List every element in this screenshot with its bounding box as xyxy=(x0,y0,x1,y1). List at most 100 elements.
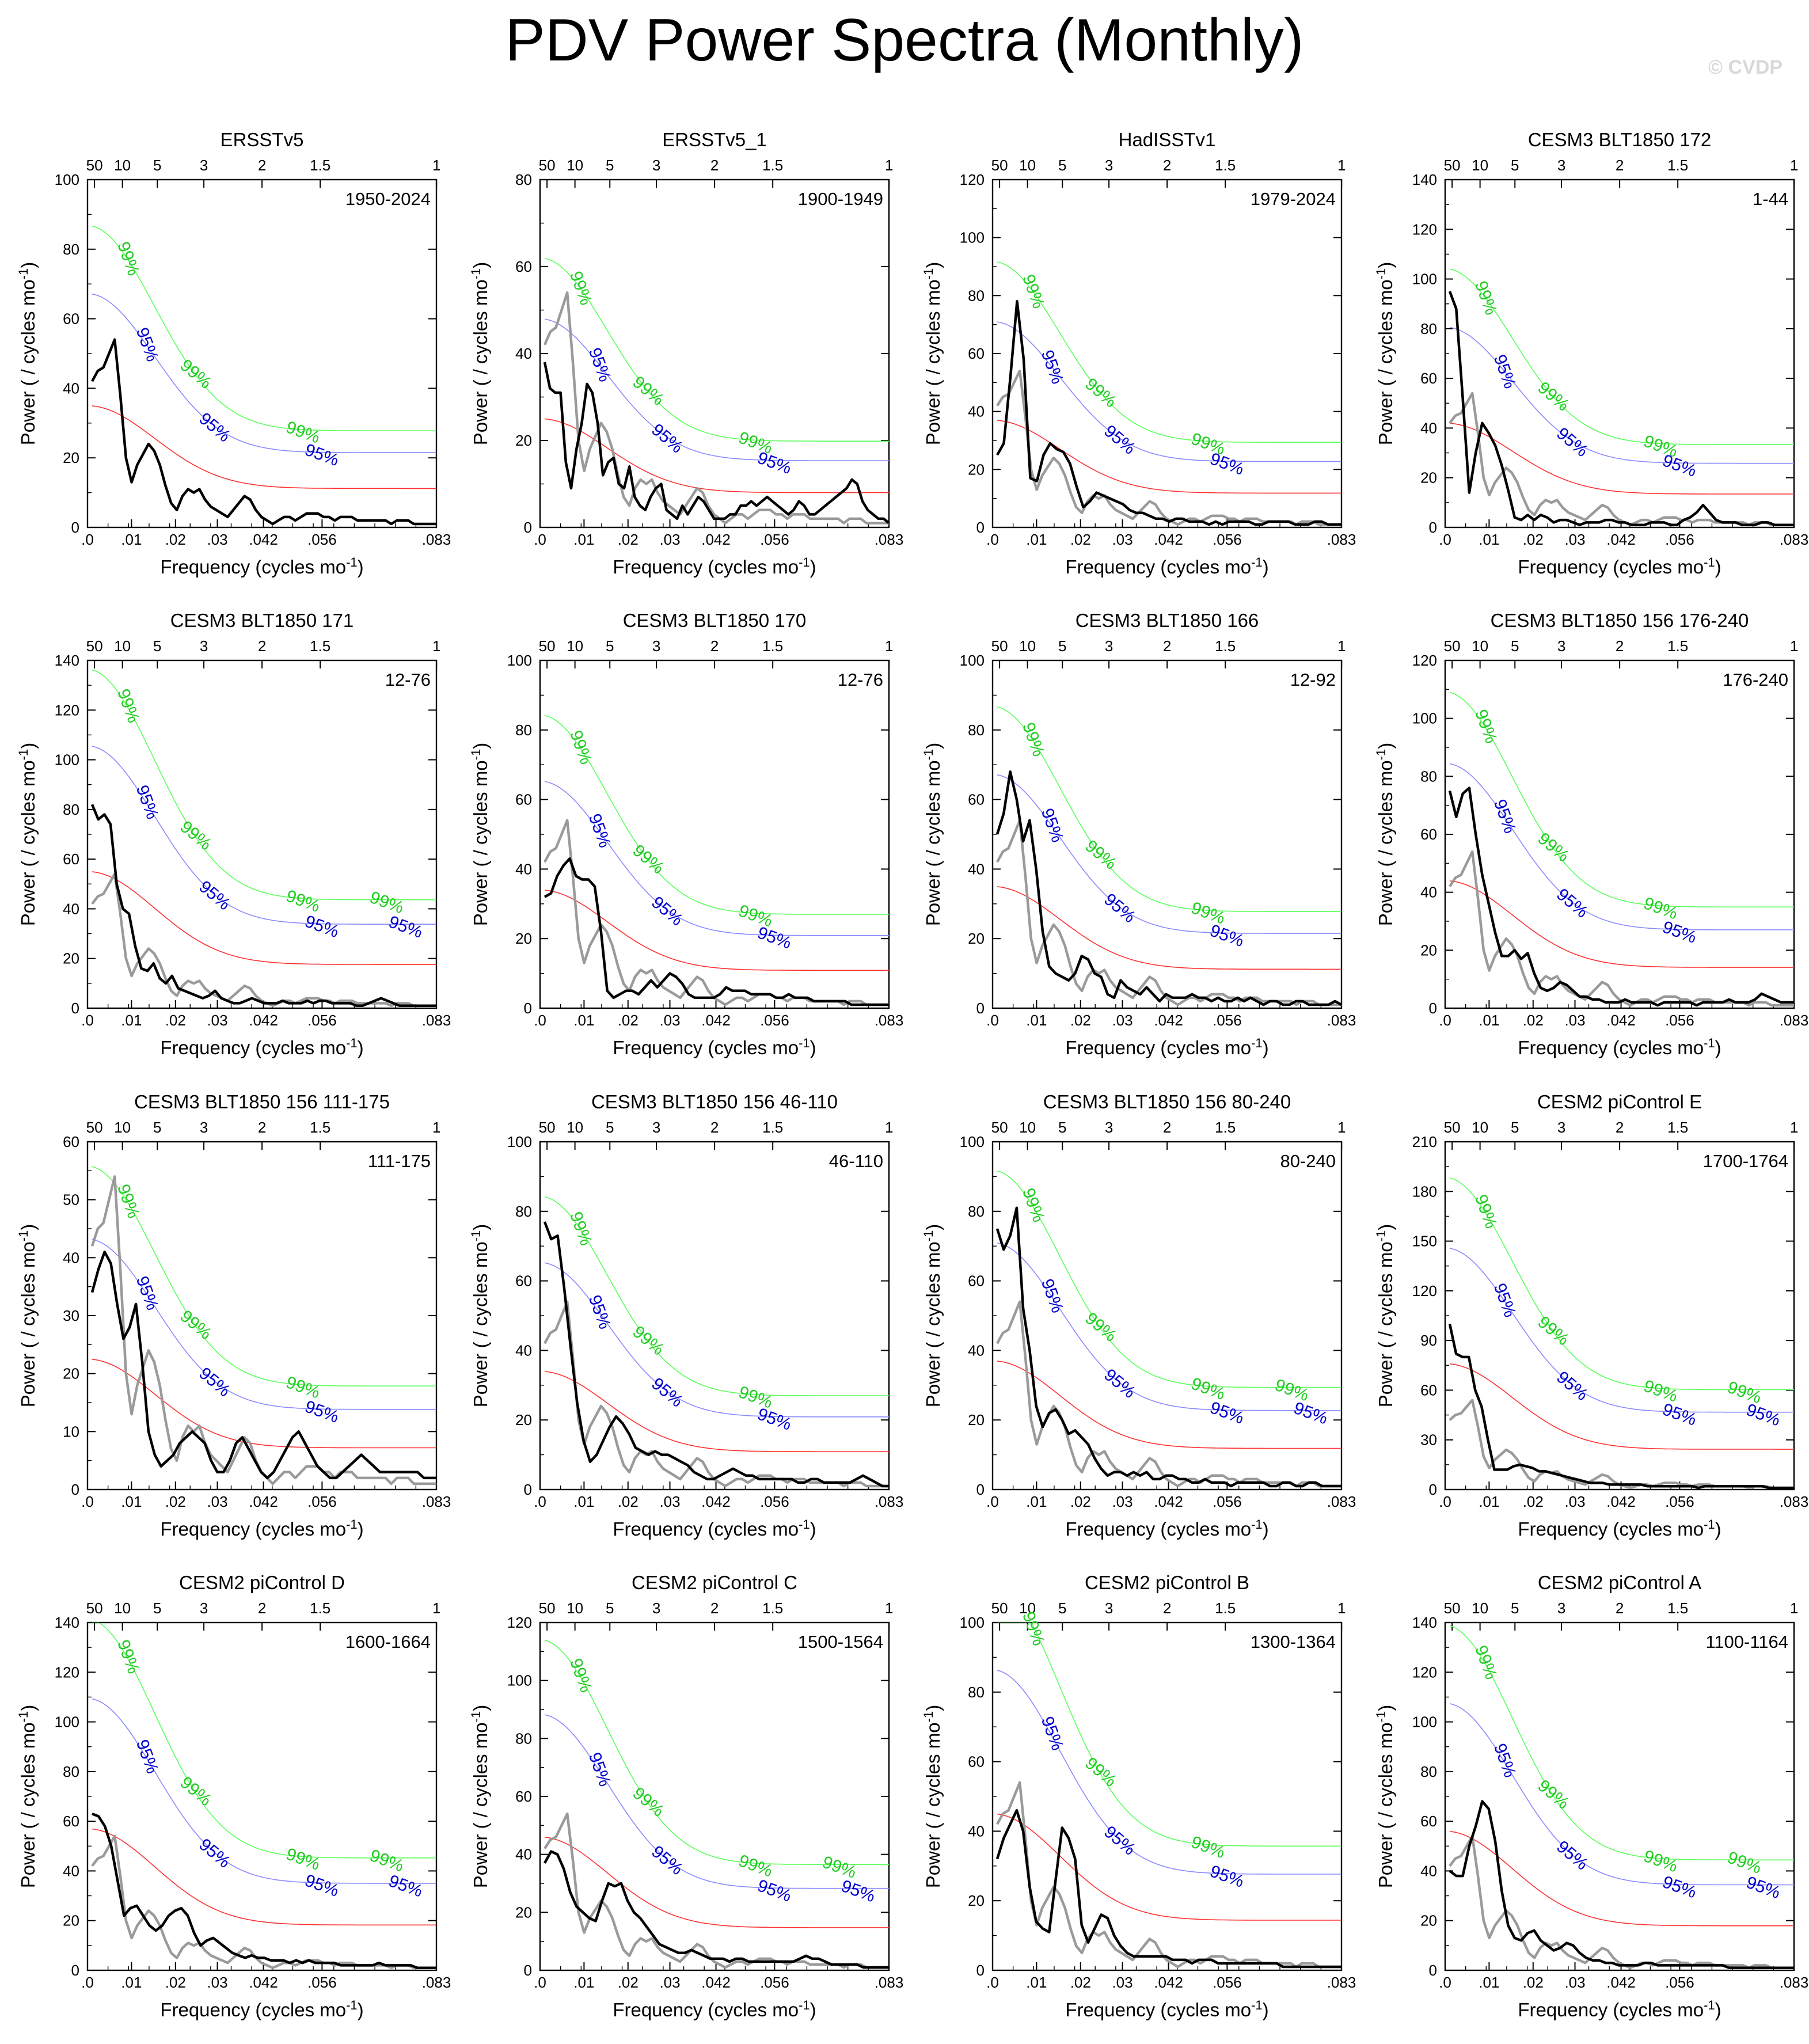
confidence-95-label: 95% xyxy=(1660,1400,1699,1430)
confidence-95-label: 95% xyxy=(1660,1872,1699,1902)
panel-title: CESM3 BLT1850 156 111-175 xyxy=(134,1091,390,1112)
confidence-95-label: 95% xyxy=(132,782,162,822)
x-tick-label: .056 xyxy=(307,1012,337,1029)
confidence-95-label: 95% xyxy=(755,923,794,953)
top-tick-label: 50 xyxy=(1444,1119,1461,1136)
y-tick-label: 60 xyxy=(1420,370,1437,387)
x-tick-label: .083 xyxy=(875,1012,904,1029)
x-tick-label: .083 xyxy=(1327,1974,1356,1991)
confidence-99-label: 99% xyxy=(176,1773,215,1810)
top-tick-label: 1.5 xyxy=(310,637,330,655)
y-tick-label: 60 xyxy=(968,1272,985,1290)
confidence-95-label: 95% xyxy=(755,1404,794,1434)
confidence-95-curve xyxy=(92,746,436,925)
x-tick-label: .01 xyxy=(573,1012,594,1029)
panel-title: CESM3 BLT1850 172 xyxy=(1528,129,1712,150)
period-label: 46-110 xyxy=(829,1151,883,1171)
x-axis-label: Frequency (cycles mo-1) xyxy=(1065,1998,1268,2020)
confidence-99-label: 99% xyxy=(1471,279,1501,318)
confidence-99-curve xyxy=(544,257,889,442)
confidence-99-label: 99% xyxy=(1641,894,1680,924)
top-tick-label: 1 xyxy=(885,157,893,174)
y-tick-label: 0 xyxy=(524,1481,532,1498)
y-tick-label: 40 xyxy=(968,860,985,877)
x-tick-label: .083 xyxy=(875,1974,904,1991)
x-tick-label: .03 xyxy=(659,1493,680,1510)
y-tick-label: 80 xyxy=(968,1203,985,1220)
y-axis-label: Power ( / cycles mo-1) xyxy=(1374,743,1396,926)
confidence-99-label: 99% xyxy=(566,269,596,308)
confidence-95-label: 95% xyxy=(1207,1398,1246,1428)
reference-spectrum-line xyxy=(996,1781,1341,1969)
y-tick-label: 100 xyxy=(1412,710,1437,727)
x-tick-label: .0 xyxy=(81,1012,94,1029)
confidence-95-label: 95% xyxy=(1207,1861,1246,1891)
x-tick-label: .02 xyxy=(1523,531,1544,548)
confidence-95-label: 95% xyxy=(1490,352,1520,391)
confidence-95-label: 95% xyxy=(1490,1741,1520,1780)
x-tick-label: .01 xyxy=(1479,531,1499,548)
top-tick-label: 1 xyxy=(885,637,893,655)
x-tick-label: .0 xyxy=(81,531,94,548)
y-axis-label: Power ( / cycles mo-1) xyxy=(1374,262,1396,445)
spectrum-panel: CESM3 BLT1850 156 176-240 176-240 .0 .01 .02… xyxy=(1374,610,1808,1058)
period-label: 1900-1949 xyxy=(798,189,883,209)
x-axis-label: Frequency (cycles mo-1) xyxy=(1518,1517,1721,1540)
plot-curves xyxy=(90,669,436,1007)
confidence-95-curve xyxy=(92,1239,436,1410)
y-tick-label: 0 xyxy=(1429,1000,1437,1017)
x-tick-label: .03 xyxy=(1112,1493,1132,1510)
top-tick-label: 5 xyxy=(606,1600,614,1617)
confidence-95-label: 95% xyxy=(1291,1399,1331,1428)
x-tick-label: .056 xyxy=(1665,1974,1694,1991)
top-tick-label: 3 xyxy=(652,1600,660,1617)
y-tick-label: 20 xyxy=(515,432,532,449)
x-tick-label: .042 xyxy=(1154,1012,1183,1029)
panel-title: CESM3 BLT1850 170 xyxy=(623,610,807,631)
x-tick-label: .0 xyxy=(986,531,999,548)
confidence-95-label: 95% xyxy=(132,1737,162,1776)
y-tick-label: 0 xyxy=(71,1962,79,1979)
top-tick-label: 2 xyxy=(710,637,719,655)
spectrum-panel: CESM2 piControl C 1500-1564 .0 .01 .02 .03 .04… xyxy=(469,1572,903,2020)
x-tick-label: .056 xyxy=(1213,531,1242,548)
x-tick-label: .03 xyxy=(1112,1974,1132,1991)
panel-title: CESM2 piControl D xyxy=(179,1572,345,1593)
top-tick-label: 2 xyxy=(1616,1119,1624,1136)
top-tick-label: 1.5 xyxy=(1667,1119,1688,1136)
y-tick-label: 40 xyxy=(515,1342,532,1359)
x-axis-label: Frequency (cycles mo-1) xyxy=(613,1998,816,2020)
confidence-99-label: 99% xyxy=(1018,1186,1048,1225)
top-tick-label: 50 xyxy=(86,1600,103,1617)
top-tick-label: 2 xyxy=(258,637,266,655)
spectrum-panel: HadISSTv1 1979-2024 .0 .01 .02 .03 .042 .056 .08… xyxy=(921,129,1356,578)
y-tick-label: 100 xyxy=(960,652,985,669)
plot-curves xyxy=(543,1196,889,1488)
period-label: 12-76 xyxy=(838,670,883,690)
x-tick-label: .042 xyxy=(249,1493,278,1510)
confidence-99-curve xyxy=(997,706,1341,912)
top-tick-label: 1 xyxy=(432,1119,440,1136)
red-noise-curve xyxy=(1449,423,1794,495)
x-tick-label: .03 xyxy=(1112,1012,1132,1029)
plot-frame xyxy=(991,1621,1343,1971)
power-spectrum-line xyxy=(544,1850,889,1969)
spectrum-panel: CESM3 BLT1850 156 46-110 46-110 .0 .01 .02 .0… xyxy=(469,1091,903,1540)
confidence-95-curve xyxy=(1449,1248,1794,1413)
confidence-95-label: 95% xyxy=(386,913,425,943)
confidence-99-label: 99% xyxy=(176,1306,215,1343)
y-axis-label: Power ( / cycles mo-1) xyxy=(1374,1705,1396,1888)
confidence-95-label: 95% xyxy=(1100,1822,1139,1859)
top-tick-label: 10 xyxy=(567,157,583,174)
y-tick-label: 20 xyxy=(968,1411,985,1428)
y-tick-label: 100 xyxy=(55,171,79,188)
y-tick-label: 120 xyxy=(1412,652,1437,669)
red-noise-curve xyxy=(997,1813,1341,1921)
confidence-99-label: 99% xyxy=(1188,1833,1227,1863)
x-tick-label: .056 xyxy=(1213,1974,1242,1991)
confidence-95-curve xyxy=(997,1242,1341,1411)
x-tick-label: .01 xyxy=(1479,1012,1499,1029)
confidence-99-label: 99% xyxy=(113,240,143,279)
x-tick-label: .083 xyxy=(1327,531,1356,548)
y-tick-label: 140 xyxy=(55,652,79,669)
